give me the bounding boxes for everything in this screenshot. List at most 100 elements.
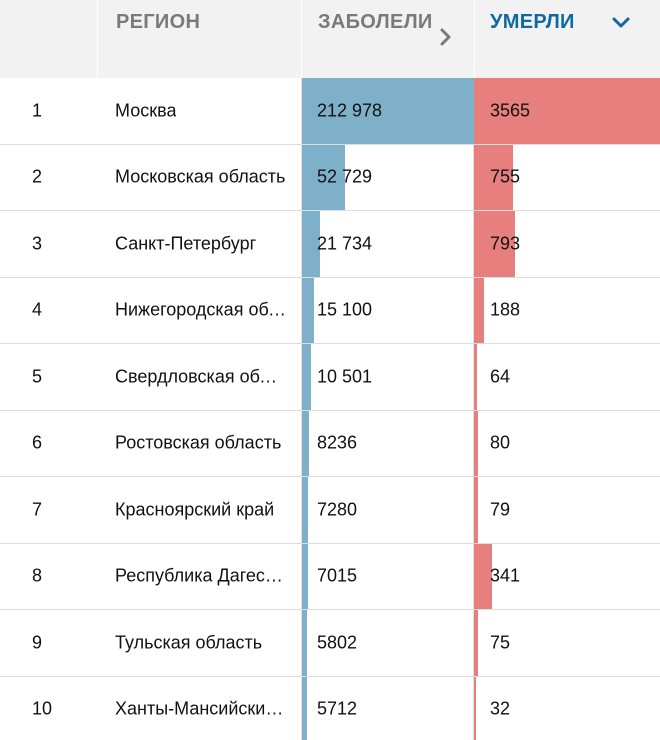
- deaths-bar: [474, 211, 516, 277]
- cases-cell: 5712: [301, 676, 474, 740]
- rank-cell: 8: [0, 544, 97, 610]
- rank-value: 5: [32, 366, 43, 387]
- table-row[interactable]: 9 Тульская область 5802 75: [0, 610, 660, 677]
- region-cell: Тульская область: [97, 610, 301, 676]
- deaths-value: 341: [490, 565, 521, 586]
- deaths-cell: 32: [474, 676, 660, 740]
- header-deaths[interactable]: УМЕРЛИ: [474, 0, 660, 78]
- cases-bar: [302, 144, 345, 210]
- rank-value: 9: [32, 632, 43, 653]
- header-deaths-label: УМЕРЛИ: [490, 11, 575, 33]
- cases-bar: [302, 410, 309, 476]
- cases-value: 8236: [317, 432, 358, 453]
- table-row[interactable]: 8 Республика Дагестан 7015 341: [0, 543, 660, 610]
- rank-cell: 2: [0, 145, 97, 211]
- header-cases-label: ЗАБОЛЕЛИ: [318, 11, 433, 33]
- deaths-bar: [474, 410, 479, 476]
- deaths-value: 188: [490, 299, 521, 320]
- cases-value: 5712: [317, 698, 358, 719]
- deaths-value: 32: [490, 698, 511, 719]
- region-name: Москва: [115, 100, 177, 121]
- header-cases[interactable]: ЗАБОЛЕЛИ: [301, 0, 474, 78]
- table-row[interactable]: 1 Москва 212 978 3565: [0, 78, 660, 145]
- chevron-down-icon[interactable]: [611, 13, 631, 33]
- cases-value: 212 978: [317, 100, 383, 121]
- cases-cell: 212 978: [301, 78, 475, 144]
- rank-cell: 6: [0, 411, 97, 477]
- header-region-label: РЕГИОН: [116, 11, 201, 33]
- deaths-cell: 341: [474, 543, 660, 609]
- table-row[interactable]: 2 Московская область 52 729 755: [0, 144, 660, 211]
- deaths-cell: 79: [474, 477, 660, 543]
- table-row[interactable]: 7 Красноярский край 7280 79: [0, 477, 660, 544]
- region-cell: Нижегородская область: [97, 278, 301, 344]
- cases-bar: [302, 211, 320, 277]
- cases-cell: 52 729: [301, 144, 474, 210]
- rank-value: 8: [32, 565, 43, 586]
- region-name: Свердловская область: [115, 366, 287, 387]
- region-name: Московская область: [115, 166, 286, 187]
- rank-value: 7: [32, 499, 43, 520]
- region-cell: Ростовская область: [97, 411, 301, 477]
- deaths-bar: [474, 277, 484, 343]
- table-header: РЕГИОН ЗАБОЛЕЛИ УМЕРЛИ: [0, 0, 660, 78]
- deaths-value: 75: [490, 632, 511, 653]
- region-cell: Москва: [97, 78, 301, 144]
- rank-value: 10: [32, 698, 53, 719]
- rank-value: 2: [32, 166, 43, 187]
- cases-value: 21 734: [317, 233, 373, 254]
- deaths-bar: [474, 676, 476, 740]
- table-body: 1 Москва 212 978 3565 2 Московская область 52 …: [0, 78, 660, 740]
- deaths-bar: [474, 477, 479, 543]
- region-name: Красноярский край: [115, 499, 275, 520]
- rank-cell: 4: [0, 278, 97, 344]
- deaths-cell: 3565: [474, 78, 660, 144]
- rank-value: 4: [32, 299, 43, 320]
- rank-cell: 1: [0, 78, 97, 144]
- cases-value: 7280: [317, 499, 358, 520]
- cases-cell: 8236: [301, 410, 474, 476]
- cases-cell: 15 100: [301, 277, 474, 343]
- rank-cell: 7: [0, 477, 97, 543]
- table-row[interactable]: 4 Нижегородская область 15 100 188: [0, 277, 660, 344]
- rank-value: 6: [32, 432, 43, 453]
- cases-bar: [302, 676, 307, 740]
- table-row[interactable]: 6 Ростовская область 8236 80: [0, 410, 660, 477]
- region-cell: Московская область: [97, 145, 301, 211]
- region-cell: Красноярский край: [97, 477, 301, 543]
- region-cell: Свердловская область: [97, 344, 301, 410]
- rank-cell: 9: [0, 610, 97, 676]
- region-name: Республика Дагестан: [115, 565, 287, 586]
- cases-cell: 10 501: [301, 344, 474, 410]
- rank-value: 3: [32, 233, 43, 254]
- region-name: Ростовская область: [115, 432, 282, 453]
- region-cell: Республика Дагестан: [97, 544, 301, 610]
- deaths-cell: 755: [474, 144, 660, 210]
- cases-value: 52 729: [317, 166, 373, 187]
- deaths-bar: [474, 144, 514, 210]
- cases-cell: 7015: [301, 543, 474, 609]
- region-name: Санкт-Петербург: [115, 233, 257, 254]
- header-rank: [0, 0, 97, 78]
- deaths-bar: [474, 610, 478, 676]
- rank-cell: 10: [0, 677, 97, 740]
- region-name: Ханты-Мансийский автономный округ: [115, 698, 287, 719]
- cases-value: 7015: [317, 565, 358, 586]
- deaths-value: 64: [490, 366, 511, 387]
- table-row[interactable]: 3 Санкт-Петербург 21 734 793: [0, 211, 660, 278]
- table-row[interactable]: 10 Ханты-Мансийский автономный округ 5712 3…: [0, 676, 660, 740]
- cases-cell: 7280: [301, 477, 474, 543]
- cases-bar: [302, 78, 475, 144]
- cases-bar: [302, 277, 315, 343]
- header-region[interactable]: РЕГИОН: [97, 0, 301, 78]
- deaths-cell: 188: [474, 277, 660, 343]
- deaths-value: 79: [490, 499, 511, 520]
- deaths-value: 3565: [490, 100, 531, 121]
- cases-value: 15 100: [317, 299, 373, 320]
- chevron-right-icon[interactable]: [440, 28, 452, 46]
- deaths-bar: [474, 78, 660, 144]
- deaths-bar: [474, 543, 492, 609]
- table-row[interactable]: 5 Свердловская область 10 501 64: [0, 344, 660, 411]
- region-name: Нижегородская область: [115, 299, 287, 320]
